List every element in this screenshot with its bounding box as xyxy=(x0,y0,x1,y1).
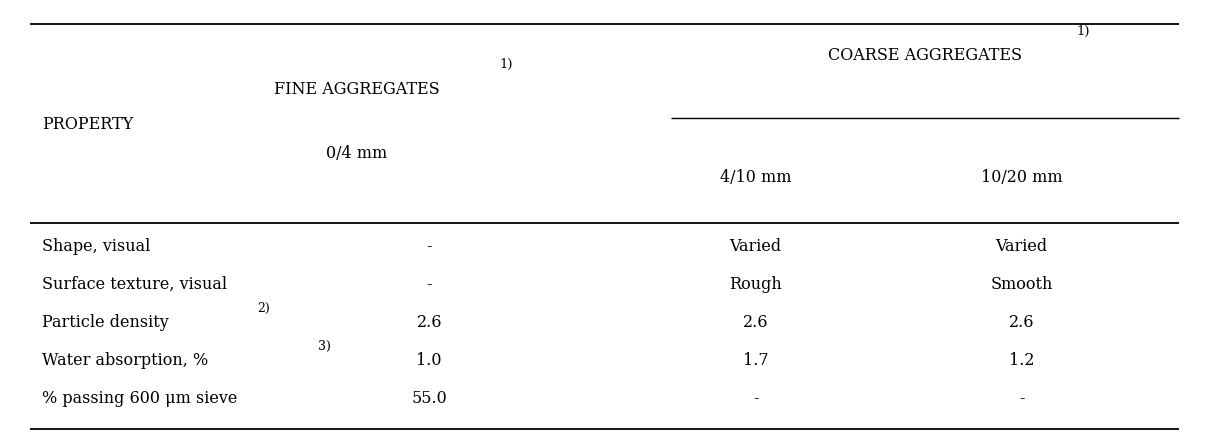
Text: Shape, visual: Shape, visual xyxy=(42,239,151,255)
Text: Smooth: Smooth xyxy=(990,276,1053,293)
Text: Surface texture, visual: Surface texture, visual xyxy=(42,276,227,293)
Text: COARSE AGGREGATES: COARSE AGGREGATES xyxy=(828,47,1022,64)
Text: 55.0: 55.0 xyxy=(411,390,447,407)
Text: 1): 1) xyxy=(499,58,513,71)
Text: -: - xyxy=(753,390,758,407)
Text: 2.6: 2.6 xyxy=(1008,314,1035,331)
Text: 3): 3) xyxy=(318,340,331,353)
Text: 2.6: 2.6 xyxy=(742,314,769,331)
Text: 4/10 mm: 4/10 mm xyxy=(719,170,792,186)
Text: -: - xyxy=(1019,390,1024,407)
Text: FINE AGGREGATES: FINE AGGREGATES xyxy=(274,81,439,97)
Text: 0/4 mm: 0/4 mm xyxy=(326,145,387,162)
Text: Varied: Varied xyxy=(729,239,782,255)
Text: Particle density: Particle density xyxy=(42,314,169,331)
Text: 1.2: 1.2 xyxy=(1008,352,1035,369)
Text: Varied: Varied xyxy=(995,239,1048,255)
Text: 2.6: 2.6 xyxy=(416,314,442,331)
Text: -: - xyxy=(427,276,432,293)
Text: 1): 1) xyxy=(1076,24,1089,38)
Text: 1.0: 1.0 xyxy=(416,352,442,369)
Text: 1.7: 1.7 xyxy=(742,352,769,369)
Text: 2): 2) xyxy=(258,302,271,315)
Text: Rough: Rough xyxy=(729,276,782,293)
Text: % passing 600 μm sieve: % passing 600 μm sieve xyxy=(42,390,238,407)
Text: PROPERTY: PROPERTY xyxy=(42,116,134,133)
Text: 10/20 mm: 10/20 mm xyxy=(980,170,1063,186)
Text: Water absorption, %: Water absorption, % xyxy=(42,352,209,369)
Text: -: - xyxy=(427,239,432,255)
